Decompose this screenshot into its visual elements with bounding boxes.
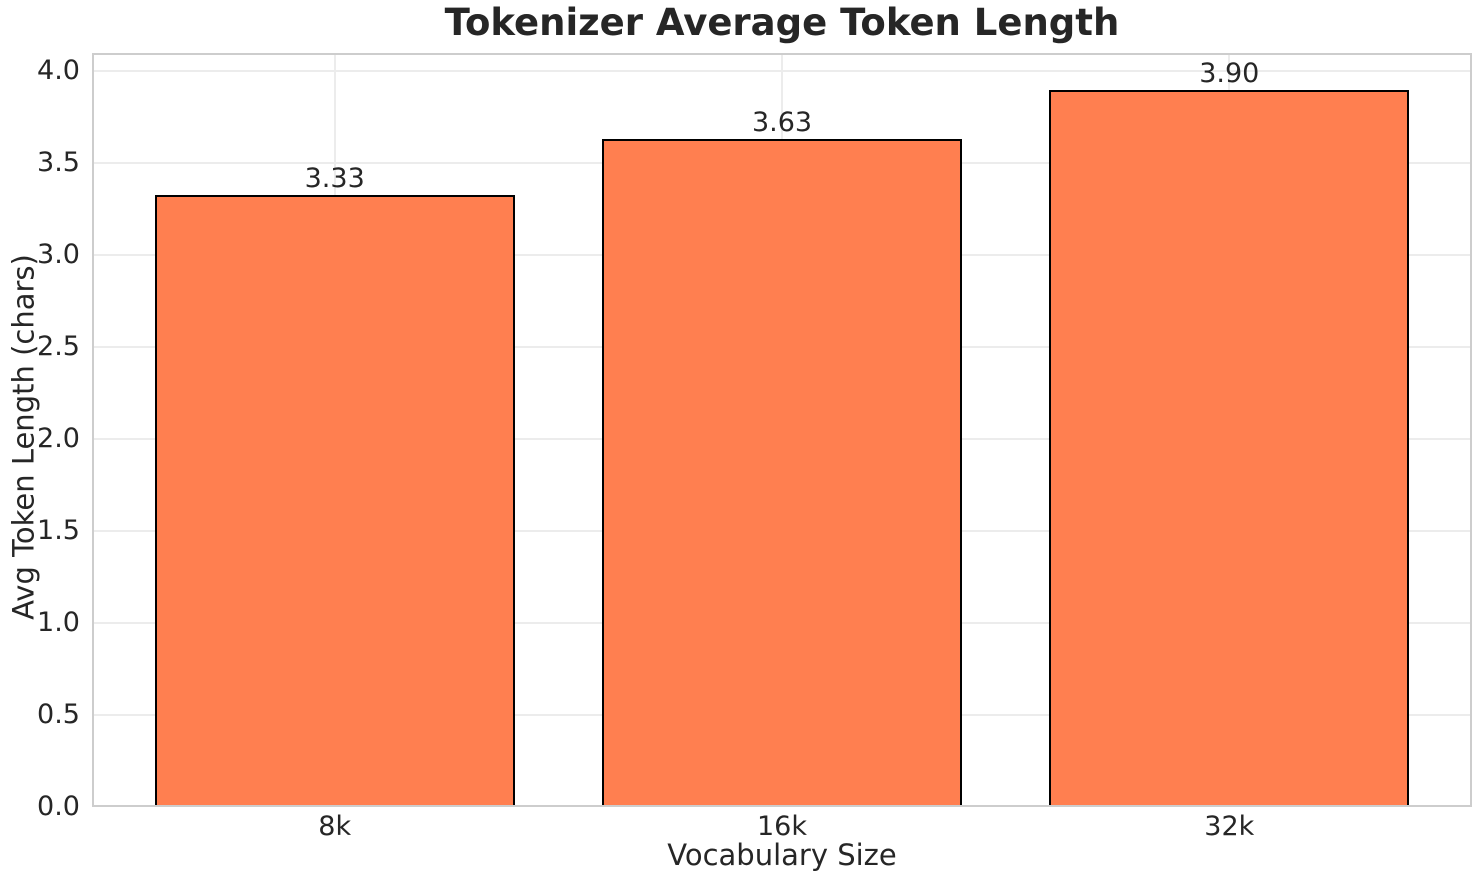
bar <box>1049 89 1410 807</box>
bar-value-label: 3.63 <box>751 107 813 139</box>
y-tick-label: 4.0 <box>37 55 80 87</box>
y-tick-label: 3.0 <box>37 239 80 271</box>
y-tick-label: 1.0 <box>37 607 80 639</box>
chart-title: Tokenizer Average Token Length <box>444 1 1120 44</box>
bar <box>154 194 515 807</box>
y-tick-label: 0.0 <box>37 791 80 822</box>
y-tick-label: 2.0 <box>37 423 80 455</box>
bar <box>601 139 963 807</box>
y-tick-label: 3.5 <box>37 147 80 179</box>
y-tick-label: 0.5 <box>37 699 80 731</box>
x-tick-label: 16k <box>757 811 807 842</box>
x-tick-label: 32k <box>1204 811 1255 842</box>
x-tick-label: 8k <box>318 811 352 842</box>
y-tick-label: 1.5 <box>37 515 80 547</box>
bar-value-label: 3.90 <box>1199 57 1260 89</box>
bar-value-label: 3.33 <box>304 162 365 194</box>
y-tick-label: 2.5 <box>37 331 80 363</box>
plot-area: 3.33 3.63 3.90 <box>92 53 1472 807</box>
x-axis-label: Vocabulary Size <box>667 838 897 872</box>
